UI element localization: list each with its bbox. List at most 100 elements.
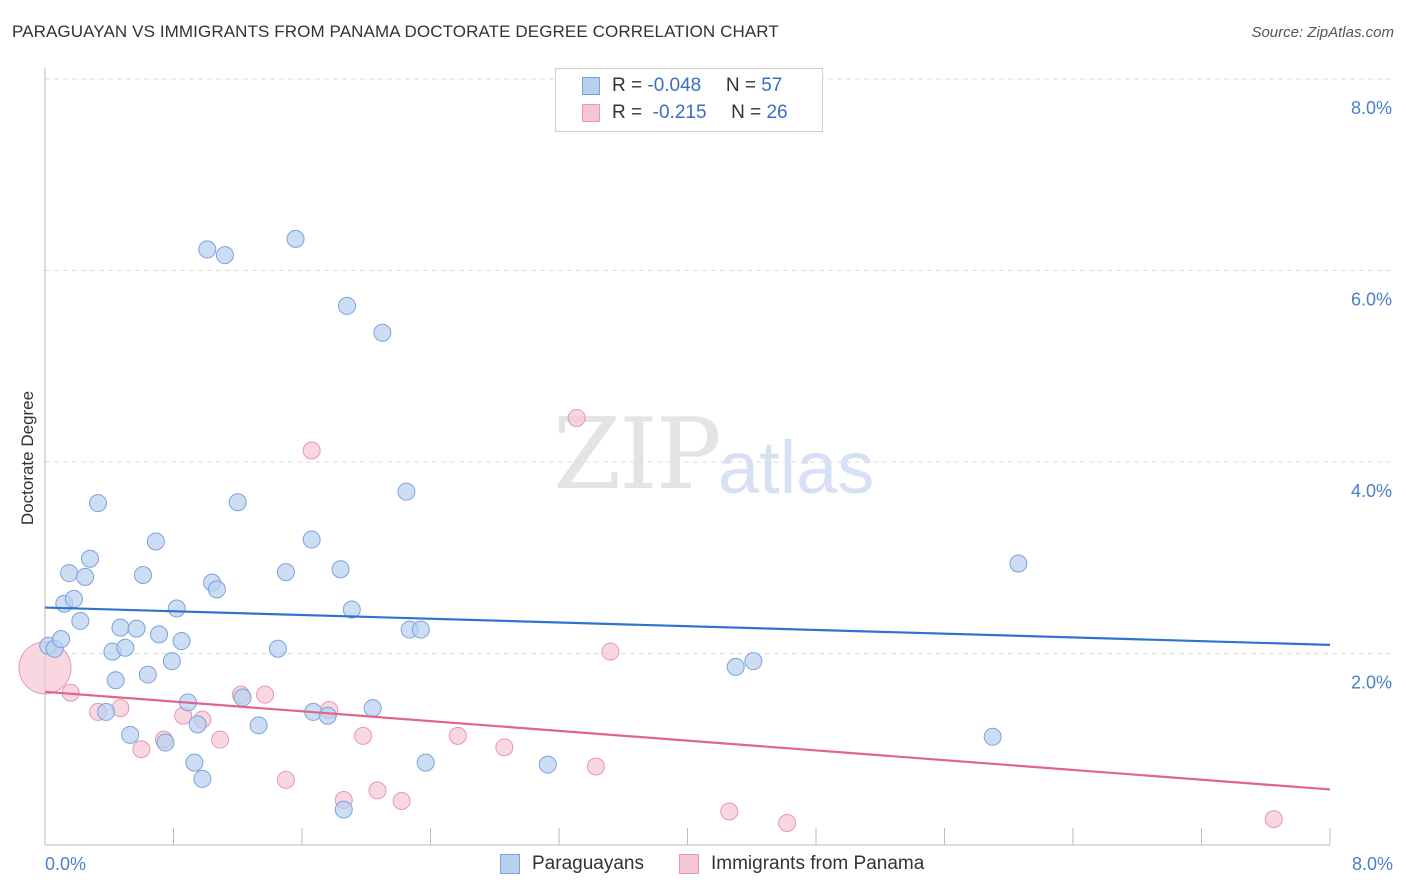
axes bbox=[44, 68, 1331, 846]
data-point-panama bbox=[448, 726, 467, 745]
data-point-panama bbox=[567, 408, 586, 427]
y-tick-labels: 2.0% 4.0% 6.0% 8.0% bbox=[1351, 98, 1392, 693]
data-point-paraguayans bbox=[127, 619, 146, 638]
data-point-paraguayans bbox=[60, 564, 79, 583]
data-point-paraguayans bbox=[162, 652, 181, 671]
data-point-paraguayans bbox=[983, 727, 1002, 746]
series-legend: Paraguayans Immigrants from Panama bbox=[0, 853, 1406, 879]
data-point-paraguayans bbox=[185, 753, 204, 772]
y-axis-label: Doctorate Degree bbox=[18, 391, 37, 525]
legend-r-value: -0.215 bbox=[652, 102, 707, 123]
data-point-paraguayans bbox=[71, 611, 90, 630]
y-tick-label: 2.0% bbox=[1351, 673, 1392, 693]
data-point-panama bbox=[302, 441, 321, 460]
data-point-paraguayans bbox=[726, 657, 745, 676]
legend-label-paraguayans: Paraguayans bbox=[532, 853, 644, 874]
data-point-paraguayans bbox=[80, 549, 99, 568]
data-point-panama bbox=[495, 738, 514, 757]
data-point-paraguayans bbox=[76, 567, 95, 586]
trend-lines bbox=[44, 606, 1331, 791]
grid-lines bbox=[45, 78, 1392, 654]
data-point-paraguayans bbox=[111, 618, 130, 637]
data-point-paraguayans bbox=[106, 671, 125, 690]
data-point-paraguayans bbox=[276, 563, 295, 582]
data-point-paraguayans bbox=[150, 625, 169, 644]
legend-n-value: 26 bbox=[766, 102, 788, 123]
legend-swatch-pink bbox=[679, 854, 699, 874]
data-point-paraguayans bbox=[286, 229, 305, 248]
data-point-paraguayans bbox=[411, 620, 430, 639]
data-point-paraguayans bbox=[188, 715, 207, 734]
data-point-paraguayans bbox=[744, 652, 763, 671]
data-point-paraguayans bbox=[342, 600, 361, 619]
data-point-paraguayans bbox=[116, 638, 135, 657]
data-point-paraguayans bbox=[228, 493, 247, 512]
data-point-paraguayans bbox=[337, 296, 356, 315]
data-point-paraguayans bbox=[397, 482, 416, 501]
legend-r-value: -0.048 bbox=[647, 75, 702, 96]
x-tick-label: 8.0% bbox=[1352, 854, 1393, 874]
legend-label-panama: Immigrants from Panama bbox=[711, 853, 925, 874]
data-point-paraguayans bbox=[416, 753, 435, 772]
data-point-paraguayans bbox=[373, 323, 392, 342]
data-point-paraguayans bbox=[138, 665, 157, 684]
trend-line-paraguayans bbox=[44, 606, 1331, 646]
data-point-panama bbox=[256, 685, 275, 704]
y-tick-label: 8.0% bbox=[1351, 98, 1392, 118]
chart-title: PARAGUAYAN VS IMMIGRANTS FROM PANAMA DOC… bbox=[12, 22, 779, 41]
data-point-panama bbox=[586, 757, 605, 776]
chart-source: Source: ZipAtlas.com bbox=[1251, 24, 1394, 41]
data-point-panama bbox=[720, 802, 739, 821]
data-point-paraguayans bbox=[52, 630, 71, 649]
data-point-panama bbox=[211, 730, 230, 749]
data-point-panama bbox=[1264, 810, 1283, 829]
legend-swatch-blue bbox=[582, 77, 600, 95]
data-point-paraguayans bbox=[167, 599, 186, 618]
legend-n-value: 57 bbox=[761, 75, 783, 96]
x-tick-labels: 0.0% 8.0% bbox=[45, 854, 1393, 874]
legend-swatch-blue bbox=[500, 854, 520, 874]
data-point-panama bbox=[354, 726, 373, 745]
data-point-paraguayans bbox=[215, 246, 234, 265]
y-tick-label: 6.0% bbox=[1351, 290, 1392, 310]
data-point-paraguayans bbox=[363, 699, 382, 718]
data-point-paraguayans bbox=[121, 725, 140, 744]
data-point-paraguayans bbox=[233, 688, 252, 707]
legend-n-label: N = bbox=[731, 102, 767, 123]
legend-r-label: R = bbox=[612, 102, 648, 123]
trend-line-panama bbox=[44, 690, 1331, 791]
data-point-panama bbox=[392, 791, 411, 810]
data-point-paraguayans bbox=[133, 565, 152, 584]
data-point-paraguayans bbox=[64, 589, 83, 608]
legend-r-label: R = bbox=[612, 75, 648, 96]
data-point-paraguayans bbox=[146, 532, 165, 551]
legend-n-label: N = bbox=[725, 75, 762, 96]
x-tick-label: 0.0% bbox=[45, 854, 86, 874]
data-point-panama bbox=[276, 770, 295, 789]
y-tick-label: 4.0% bbox=[1351, 481, 1392, 501]
data-point-paraguayans bbox=[207, 580, 226, 599]
data-point-paraguayans bbox=[156, 733, 175, 752]
data-point-panama bbox=[132, 740, 151, 759]
data-point-paraguayans bbox=[318, 706, 337, 725]
data-point-panama bbox=[601, 642, 620, 661]
data-point-paraguayans bbox=[331, 560, 350, 579]
data-point-paraguayans bbox=[302, 530, 321, 549]
watermark-atlas: atlas bbox=[718, 426, 875, 509]
series-immigrants-from-panama bbox=[18, 408, 1283, 832]
data-point-paraguayans bbox=[249, 716, 268, 735]
data-point-paraguayans bbox=[172, 632, 191, 651]
correlation-legend: R = -0.048 N = 57 R = -0.215 N = 26 bbox=[555, 68, 823, 132]
data-point-panama bbox=[778, 813, 797, 832]
data-point-paraguayans bbox=[334, 800, 353, 819]
data-point-paraguayans bbox=[538, 755, 557, 774]
data-point-paraguayans bbox=[193, 769, 212, 788]
data-point-paraguayans bbox=[268, 639, 287, 658]
data-point-paraguayans bbox=[1009, 554, 1028, 573]
data-point-paraguayans bbox=[198, 240, 217, 259]
data-point-paraguayans bbox=[97, 702, 116, 721]
data-point-paraguayans bbox=[89, 494, 108, 513]
legend-swatch-pink bbox=[582, 104, 600, 122]
data-point-panama bbox=[368, 781, 387, 800]
